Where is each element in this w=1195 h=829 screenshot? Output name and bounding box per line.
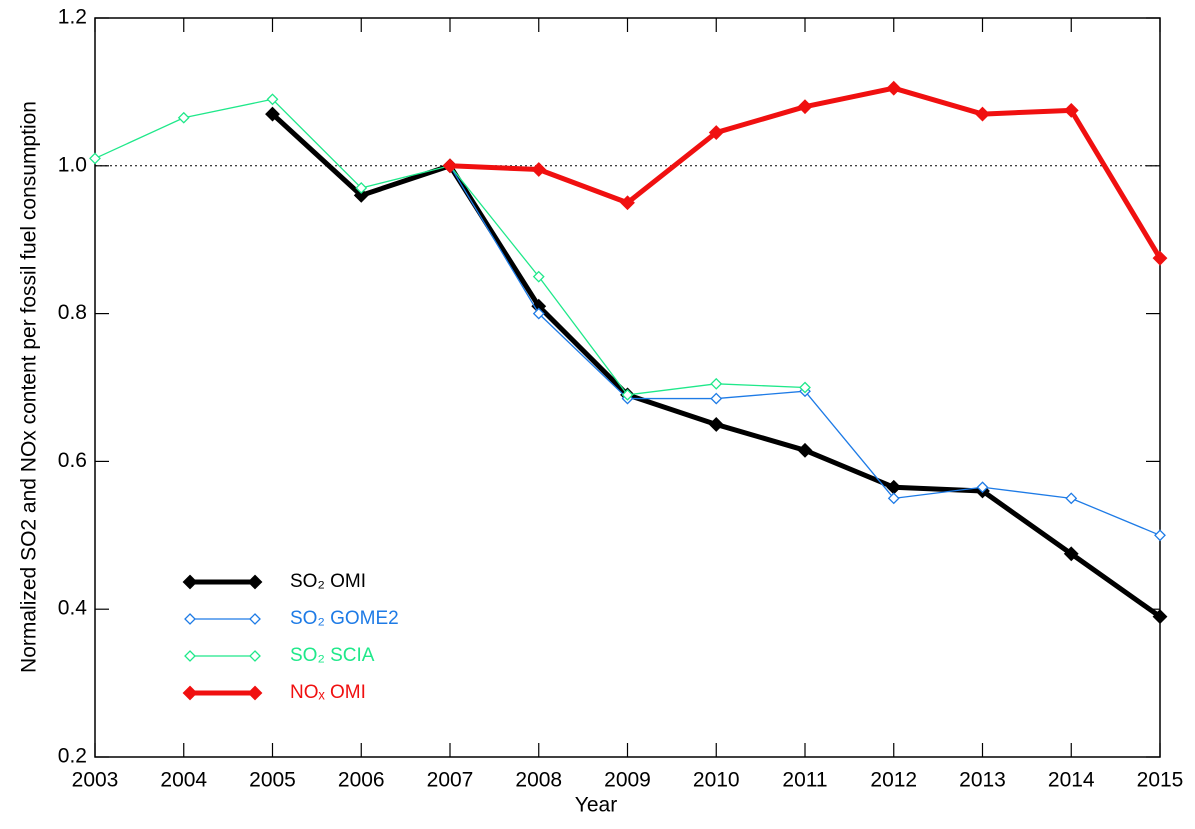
x-tick-label: 2006: [338, 769, 385, 792]
marker: [887, 492, 900, 505]
marker: [266, 93, 279, 106]
marker: [265, 106, 280, 122]
legend-label: NOₓ OMI: [290, 682, 366, 703]
x-tick-label: 2003: [72, 769, 119, 792]
marker: [1154, 529, 1166, 542]
marker: [1065, 492, 1078, 505]
marker: [442, 158, 458, 174]
legend-marker: [247, 685, 263, 701]
x-tick-label: 2008: [515, 769, 562, 792]
legend-label: SO₂ OMI: [290, 571, 366, 592]
marker: [886, 80, 902, 96]
marker: [1152, 250, 1168, 266]
marker: [531, 162, 547, 177]
y-axis-title: Normalized SO2 and NOx content per fossi…: [18, 101, 41, 673]
series-line: [449, 165, 1161, 536]
x-tick-label: 2015: [1137, 769, 1184, 792]
x-tick-label: 2009: [604, 769, 651, 792]
x-tick-label: 2010: [693, 769, 740, 792]
marker: [797, 442, 813, 458]
y-tick-label: 0.6: [58, 449, 87, 472]
x-axis-title: Year: [575, 794, 617, 817]
marker: [799, 381, 811, 394]
y-tick-label: 1.0: [58, 153, 87, 176]
legend-marker: [182, 574, 198, 590]
marker: [976, 481, 989, 494]
x-tick-label: 2013: [959, 769, 1006, 792]
marker: [620, 195, 635, 211]
legend-marker: [184, 650, 196, 662]
legend-marker: [182, 685, 198, 701]
series-line: [270, 112, 1162, 619]
x-tick-label: 2014: [1048, 769, 1095, 792]
legend-marker: [184, 613, 196, 625]
marker: [710, 392, 723, 405]
x-tick-label: 2011: [782, 769, 827, 792]
legend-marker: [249, 650, 261, 662]
marker: [1152, 609, 1168, 625]
marker: [621, 388, 634, 401]
marker: [353, 187, 369, 203]
marker: [177, 111, 190, 124]
legend-label: SO₂ SCIA: [290, 645, 375, 666]
y-tick-label: 0.4: [58, 597, 88, 620]
y-tick-label: 0.8: [58, 301, 87, 324]
x-tick-label: 2012: [870, 769, 917, 792]
marker: [355, 182, 368, 194]
marker: [532, 307, 545, 320]
y-tick-label: 0.2: [58, 745, 87, 768]
y-tick-label: 1.2: [58, 6, 87, 29]
x-tick-label: 2005: [249, 769, 296, 792]
marker: [1063, 546, 1079, 562]
x-tick-label: 2004: [160, 769, 207, 792]
marker: [708, 417, 724, 432]
legend-marker: [247, 574, 263, 590]
legend-marker: [249, 613, 261, 625]
marker: [1063, 102, 1079, 118]
marker: [532, 270, 545, 283]
legend-label: SO₂ GOME2: [290, 608, 399, 629]
marker: [708, 125, 724, 140]
marker: [975, 106, 990, 122]
x-tick-label: 2007: [427, 769, 474, 792]
marker: [89, 152, 101, 165]
marker: [710, 377, 723, 390]
marker: [797, 99, 813, 115]
